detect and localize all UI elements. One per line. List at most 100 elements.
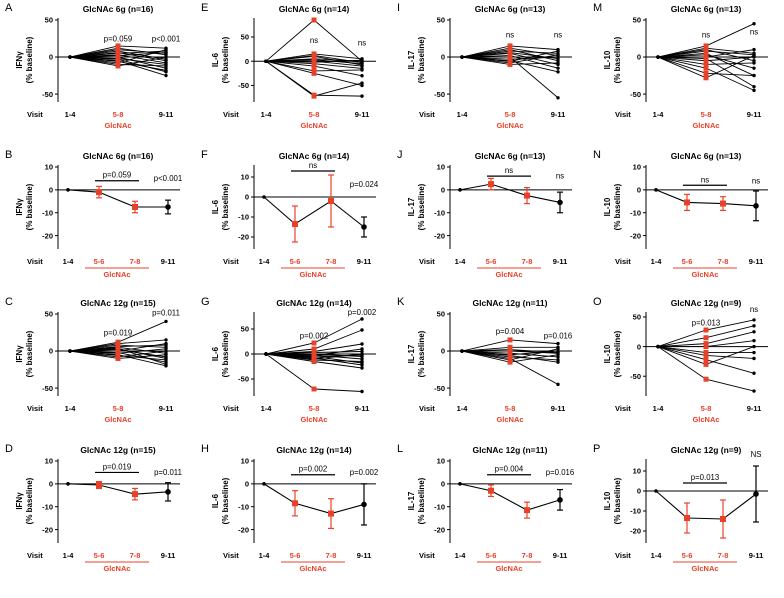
y-axis-label: IL-17(% baseline) (407, 330, 426, 377)
subject-point (360, 64, 364, 68)
subject-point (752, 350, 756, 355)
glcnac-label: GlcNAc (691, 270, 718, 279)
p-value-annotation: ns (506, 30, 514, 39)
subject-point (460, 349, 464, 353)
subject-point (507, 352, 513, 358)
y-tick-label: -50 (630, 372, 641, 381)
mean-line (263, 483, 365, 515)
x-tick-label: 5-8 (113, 404, 124, 413)
panel-letter: E (201, 2, 208, 14)
x-tick-label: 1-4 (651, 551, 663, 560)
subject-point (115, 345, 121, 351)
subject-point (656, 344, 660, 349)
x-tick-label: 1-4 (63, 257, 75, 266)
visit-label: Visit (615, 404, 631, 413)
p-value-annotation: p=0.016 (546, 468, 574, 477)
panel-d: D GlcNAc 12g (n=15) IFNγ(% baseline) 10 0 -10… (5, 443, 182, 573)
mean-line (263, 196, 365, 228)
y-axis-label: IL-17(% baseline) (407, 36, 426, 83)
x-tick-label: 7-8 (326, 551, 337, 560)
y-axis-label: IL-6(% baseline) (211, 330, 230, 377)
panel-title: GlcNAc 6g (n=16) (83, 4, 154, 14)
y-label-line2: (% baseline) (25, 36, 34, 83)
panel-letter: D (5, 443, 13, 455)
y-tick-label: -10 (238, 213, 249, 222)
panel-b: B GlcNAc 6g (n=16) IFNγ(% baseline) 10 0 -10 -… (5, 149, 182, 279)
subject-point (556, 96, 560, 100)
x-tick-label: 1-4 (65, 404, 77, 413)
subject-point (556, 347, 560, 351)
x-tick-label: 1-4 (455, 551, 467, 560)
subject-point (164, 68, 168, 73)
y-tick-label: 0 (441, 480, 445, 489)
y-tick-label: 0 (49, 186, 53, 195)
y-label-line1: IL-10 (603, 491, 612, 510)
y-tick-label: -20 (42, 231, 53, 240)
panel-letter: J (397, 149, 403, 161)
significance-label: ns (309, 161, 317, 170)
subject-point (164, 362, 168, 367)
y-tick-label: -50 (434, 384, 445, 393)
y-label-line1: IL-17 (407, 344, 416, 363)
subject-point (703, 350, 709, 356)
x-tick-label: 9-11 (355, 110, 370, 119)
glcnac-label: GlcNAc (691, 564, 718, 573)
subject-point (703, 341, 709, 347)
visit-label: Visit (615, 257, 631, 266)
y-label-line1: IL-10 (603, 50, 612, 69)
y-label-line2: (% baseline) (221, 330, 230, 377)
glcnac-label: GlcNAc (692, 415, 719, 424)
subject-point (115, 58, 121, 64)
y-tick-label: -20 (238, 525, 249, 534)
glcnac-label: GlcNAc (496, 415, 523, 424)
subject-point (164, 338, 168, 342)
panel-title: GlcNAc 6g (n=13) (475, 151, 546, 161)
glcnac-label: GlcNAc (104, 415, 131, 424)
panel-i: I GlcNAc 6g (n=13) IL-17(% baseline) 50 0 -50… (397, 2, 572, 130)
p-value-annotation: p=0.004 (496, 327, 525, 336)
subject-point (360, 363, 364, 367)
y-tick-label: 0 (49, 53, 53, 62)
subject-point (703, 352, 709, 358)
glcnac-label: GlcNAc (299, 270, 326, 279)
subject-point (752, 324, 756, 328)
subject-point (703, 357, 709, 363)
panel-title: GlcNAc 12g (n=9) (671, 445, 742, 455)
p-value-annotation: ns (310, 36, 318, 45)
y-tick-label: 50 (437, 310, 445, 319)
x-tick-label: 7-8 (718, 551, 729, 560)
y-tick-label: 0 (637, 342, 641, 351)
subject-point (360, 68, 364, 72)
y-label-line2: (% baseline) (221, 36, 230, 83)
subject-point (507, 359, 513, 365)
visit-label: Visit (223, 257, 239, 266)
y-tick-label: -50 (434, 90, 445, 99)
panel-m: M GlcNAc 6g (n=13) IL-10(% baseline) 50 0 -50… (593, 2, 768, 130)
subject-point (752, 88, 756, 93)
subject-point (360, 317, 364, 321)
mean-line (655, 189, 757, 207)
y-axis-label: IL-17(% baseline) (407, 183, 426, 230)
subject-point (164, 319, 168, 324)
panel-title: GlcNAc 12g (n=11) (473, 298, 548, 308)
significance-label: p=0.019 (103, 462, 131, 471)
x-tick-label: 5-6 (682, 551, 693, 560)
y-label-line1: IFNγ (15, 492, 24, 510)
y-tick-label: -10 (630, 208, 641, 217)
x-tick-label: 5-6 (486, 551, 497, 560)
y-label-line1: IL-6 (211, 346, 220, 361)
visit-label: Visit (419, 551, 435, 560)
subject-point (164, 47, 168, 52)
mean-point (557, 199, 563, 206)
y-tick-label: 0 (637, 186, 641, 195)
mean-point (132, 204, 138, 210)
panel-o: O GlcNAc 12g (n=9) IL-10(% baseline) 50 0 -50… (593, 296, 768, 424)
y-tick-label: -10 (238, 502, 249, 511)
y-axis-label: IL-10(% baseline) (603, 183, 622, 230)
visit-label: Visit (223, 110, 239, 119)
subject-point (164, 73, 168, 78)
subject-point (556, 61, 560, 65)
subject-point (703, 75, 709, 81)
y-label-line2: (% baseline) (417, 330, 426, 377)
y-tick-label: -10 (434, 208, 445, 217)
